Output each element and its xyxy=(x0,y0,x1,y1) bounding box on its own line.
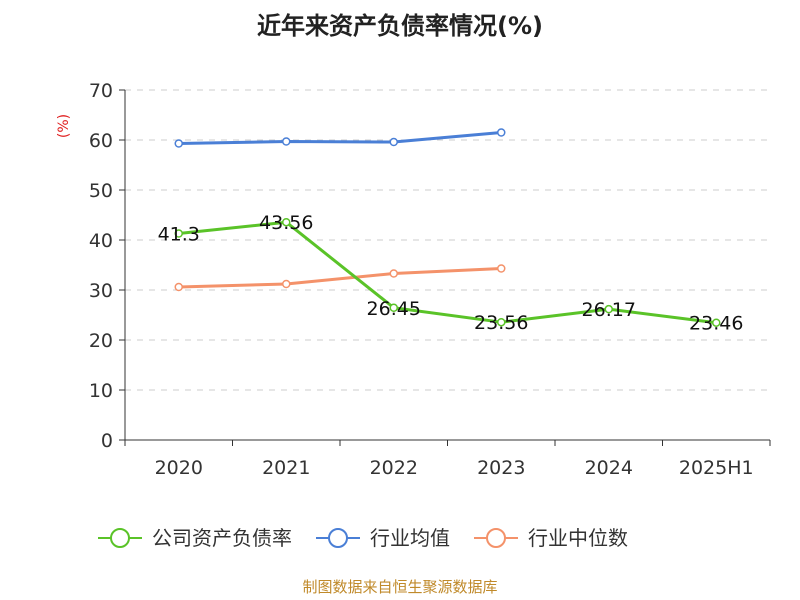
legend-marker xyxy=(110,528,130,548)
series-line xyxy=(178,267,502,289)
data-point xyxy=(497,264,506,273)
chart-title: 近年来资产负债率情况(%) xyxy=(257,12,543,40)
data-label: 23.46 xyxy=(689,313,743,335)
data-point xyxy=(174,229,183,238)
data-point xyxy=(389,137,398,147)
data-label: 43.56 xyxy=(259,212,313,234)
series-layer xyxy=(174,128,721,327)
y-tick-label: 70 xyxy=(89,80,113,102)
data-point xyxy=(497,128,506,137)
data-point xyxy=(282,137,291,146)
data-label: 23.56 xyxy=(474,312,528,334)
series-line xyxy=(178,220,717,325)
axes: 0 10 20 30 40 50 60 70 2020 2021 2022 2023 2024 2025H… xyxy=(89,80,771,479)
y-tick-label: 40 xyxy=(89,230,113,252)
x-tick-label: 2023 xyxy=(477,457,525,479)
data-point xyxy=(604,304,613,314)
data-point xyxy=(174,282,183,292)
x-tick-label: 2021 xyxy=(262,457,310,479)
y-tick-label: 60 xyxy=(89,130,113,152)
x-tick-label: 2025H1 xyxy=(679,457,754,479)
y-tick-label: 50 xyxy=(89,180,113,202)
data-point xyxy=(282,217,291,227)
legend-marker xyxy=(328,528,348,548)
y-tick-label: 10 xyxy=(89,380,113,402)
gridlines xyxy=(125,89,770,391)
data-point xyxy=(282,279,291,289)
legend-label: 行业中位数 xyxy=(528,526,628,550)
legend: 公司资产负债率 行业均值 行业中位数 xyxy=(98,526,628,550)
legend-marker xyxy=(486,528,506,548)
source-note: 制图数据来自恒生聚源数据库 xyxy=(302,578,497,596)
y-tick-label: 30 xyxy=(89,280,113,302)
data-point xyxy=(174,139,183,148)
series-line xyxy=(178,131,502,145)
y-tick-label: 0 xyxy=(101,430,113,452)
data-point xyxy=(389,269,398,278)
x-tick-label: 2020 xyxy=(155,457,203,479)
legend-label: 公司资产负债率 xyxy=(152,526,292,550)
y-axis-label: (%) xyxy=(56,114,72,138)
data-point xyxy=(497,317,506,327)
x-tick-label: 2022 xyxy=(370,457,418,479)
data-label: 26.45 xyxy=(367,298,421,320)
data-label: 41.3 xyxy=(158,224,200,246)
data-point xyxy=(389,303,398,312)
x-tick-label: 2024 xyxy=(585,457,633,479)
data-label: 26.17 xyxy=(582,299,636,321)
y-tick-label: 20 xyxy=(89,330,113,352)
data-labels: 41.3 43.56 26.45 23.56 26.17 23.46 xyxy=(158,212,744,335)
data-point xyxy=(712,318,721,327)
legend-label: 行业均值 xyxy=(370,526,450,550)
